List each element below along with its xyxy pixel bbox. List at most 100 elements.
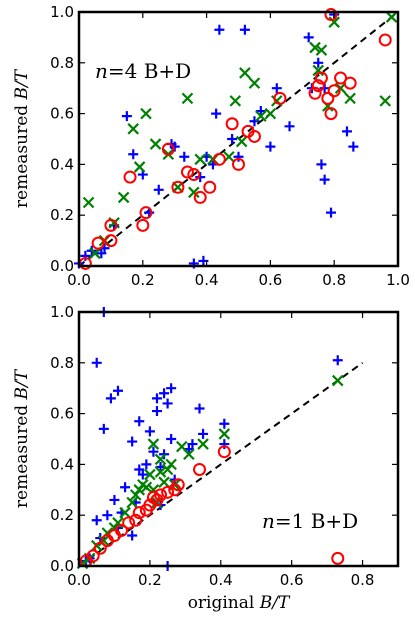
circle-point	[232, 157, 245, 171]
plus-point	[194, 403, 205, 414]
plus-point	[128, 149, 139, 160]
circle-point	[193, 190, 207, 204]
x-axis-label-variable: B/T	[259, 593, 291, 613]
circle-point	[91, 236, 105, 250]
plus-point	[162, 398, 173, 409]
series-circle	[79, 445, 345, 568]
circle-point	[154, 488, 168, 502]
circle-point	[93, 541, 107, 555]
y-tick-label: 0.2	[50, 506, 74, 524]
circle-point	[311, 79, 325, 93]
annotation-variable: n	[95, 59, 108, 83]
circle-point	[180, 165, 194, 179]
circle-point	[378, 33, 392, 47]
x-point	[149, 138, 162, 150]
circle-point	[327, 84, 341, 98]
panel-2: 0.0 0.2 0.4 0.6 0.8 0.0 0.2 0.4 0.6 0.8 1.0 remeasu…	[12, 303, 400, 613]
plus-point	[120, 482, 131, 493]
plus-point	[219, 439, 230, 450]
y-tick-label: 1.0	[50, 303, 74, 321]
x-point	[158, 476, 170, 488]
plus-point	[303, 32, 314, 43]
circle-point	[331, 551, 345, 565]
x-tick-label: 0.8	[351, 571, 375, 589]
y-axis-label-variable: B/T	[12, 368, 32, 400]
plus-point	[153, 184, 164, 195]
plus-point	[151, 406, 162, 417]
plus-point	[144, 426, 155, 437]
circle-point	[193, 462, 207, 476]
y-axis-label-text: remeasured	[12, 399, 32, 508]
plus-point	[348, 141, 359, 152]
plus-point	[127, 436, 138, 447]
plus-point	[127, 530, 138, 541]
x-point	[140, 107, 152, 120]
reference-line	[78, 361, 364, 567]
plus-point	[198, 428, 209, 439]
x-point	[239, 67, 251, 79]
plus-point	[341, 126, 352, 137]
plus-point	[227, 134, 238, 144]
x-tick-label: 1.0	[386, 271, 410, 289]
x-point	[181, 92, 194, 105]
x-point	[144, 468, 156, 481]
plus-point	[179, 151, 190, 162]
x-point	[133, 161, 146, 173]
x-tick-label: 0.6	[258, 271, 282, 289]
y-tick-label: 0.4	[50, 155, 74, 173]
circle-point	[324, 8, 338, 22]
x-point	[255, 110, 267, 122]
circle-point	[212, 152, 226, 166]
x-point	[328, 16, 340, 28]
reference-line	[78, 11, 399, 267]
x-point	[344, 92, 356, 105]
x-point	[89, 247, 101, 260]
x-point	[119, 506, 131, 519]
x-point	[147, 438, 160, 450]
x-point	[331, 374, 344, 387]
annotation-text: =4 B+D	[108, 59, 191, 83]
plus-point	[326, 207, 337, 218]
x-tick-label: 0.2	[138, 571, 162, 589]
circle-point	[161, 142, 175, 156]
plus-point	[166, 383, 177, 394]
circle-point	[217, 445, 231, 459]
x-point	[112, 517, 124, 529]
plus-point	[137, 469, 148, 480]
circle-point	[343, 76, 357, 90]
circle-point	[247, 129, 261, 143]
circle-point	[132, 506, 146, 520]
x-axis-label-text: original	[188, 593, 260, 613]
plus-point	[255, 106, 266, 117]
x-tick-label: 0.4	[195, 271, 219, 289]
x-point	[126, 496, 138, 509]
plot-frame	[77, 10, 400, 268]
circle-point	[104, 234, 118, 248]
y-tick-label: 0.2	[50, 206, 74, 224]
circle-point	[129, 513, 143, 527]
panel-1: 0.0 0.2 0.4 0.6 0.8 1.0 0.0 0.2 0.4 0.6 0.8 1.0 reme…	[12, 3, 410, 289]
plus-point	[233, 151, 244, 162]
x-point	[154, 466, 167, 478]
x-point	[98, 534, 110, 547]
plus-point	[112, 385, 123, 396]
plus-point	[159, 388, 170, 399]
x-point	[379, 95, 392, 107]
circle-point	[122, 516, 136, 530]
annotation-text: =1 B+D	[275, 509, 358, 533]
x-tick-label: 0.0	[67, 271, 91, 289]
x-point	[235, 135, 248, 148]
annotation-variable: n	[262, 509, 275, 533]
circle-point	[123, 170, 137, 184]
x-point	[188, 186, 200, 199]
plus-point	[332, 355, 343, 366]
plus-point	[121, 111, 132, 122]
panel-annotation: n=1 B+D	[262, 509, 358, 533]
plus-point	[151, 393, 162, 404]
x-point	[127, 123, 140, 135]
plus-point	[148, 446, 159, 457]
x-point	[154, 453, 167, 466]
circle-point	[104, 218, 118, 232]
plus-point	[105, 393, 116, 404]
